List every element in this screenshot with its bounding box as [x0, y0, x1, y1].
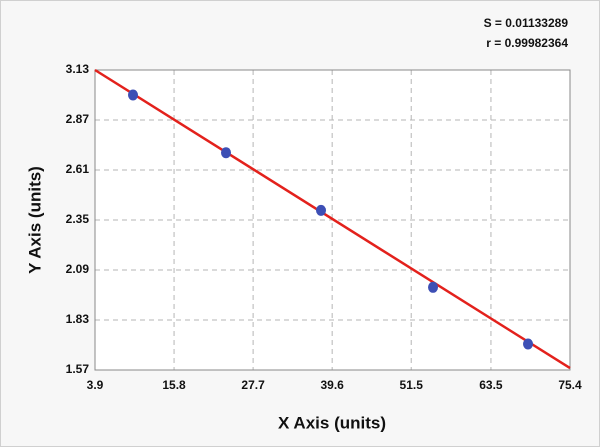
data-point — [221, 147, 232, 159]
x-tick-label: 15.8 — [162, 378, 186, 392]
y-tick-label: 2.09 — [66, 262, 90, 276]
y-tick-label: 1.83 — [66, 312, 90, 326]
data-point — [128, 89, 138, 101]
y-tick-label: 2.87 — [66, 112, 90, 126]
x-tick-label: 51.5 — [400, 378, 424, 392]
plot-border — [94, 69, 571, 371]
annotation: S = 0.01133289 — [484, 16, 569, 30]
x-tick-label: 3.9 — [87, 378, 104, 392]
annotation: r = 0.99982364 — [486, 36, 568, 50]
data-point — [428, 281, 439, 293]
data-point — [523, 338, 534, 350]
fit-line — [94, 68, 571, 370]
y-tick-label: 1.57 — [66, 362, 90, 376]
y-axis-title: Y Axis (units) — [25, 166, 44, 274]
data-point — [316, 204, 327, 216]
y-tick-label: 2.61 — [66, 162, 90, 176]
x-tick-label: 27.7 — [241, 378, 265, 392]
x-tick-label: 75.4 — [558, 378, 582, 392]
x-tick-label: 63.5 — [479, 378, 503, 392]
x-tick-label: 39.6 — [320, 378, 344, 392]
y-tick-label: 3.13 — [66, 62, 90, 76]
x-axis-title: X Axis (units) — [278, 413, 386, 432]
y-tick-label: 2.35 — [66, 212, 90, 226]
